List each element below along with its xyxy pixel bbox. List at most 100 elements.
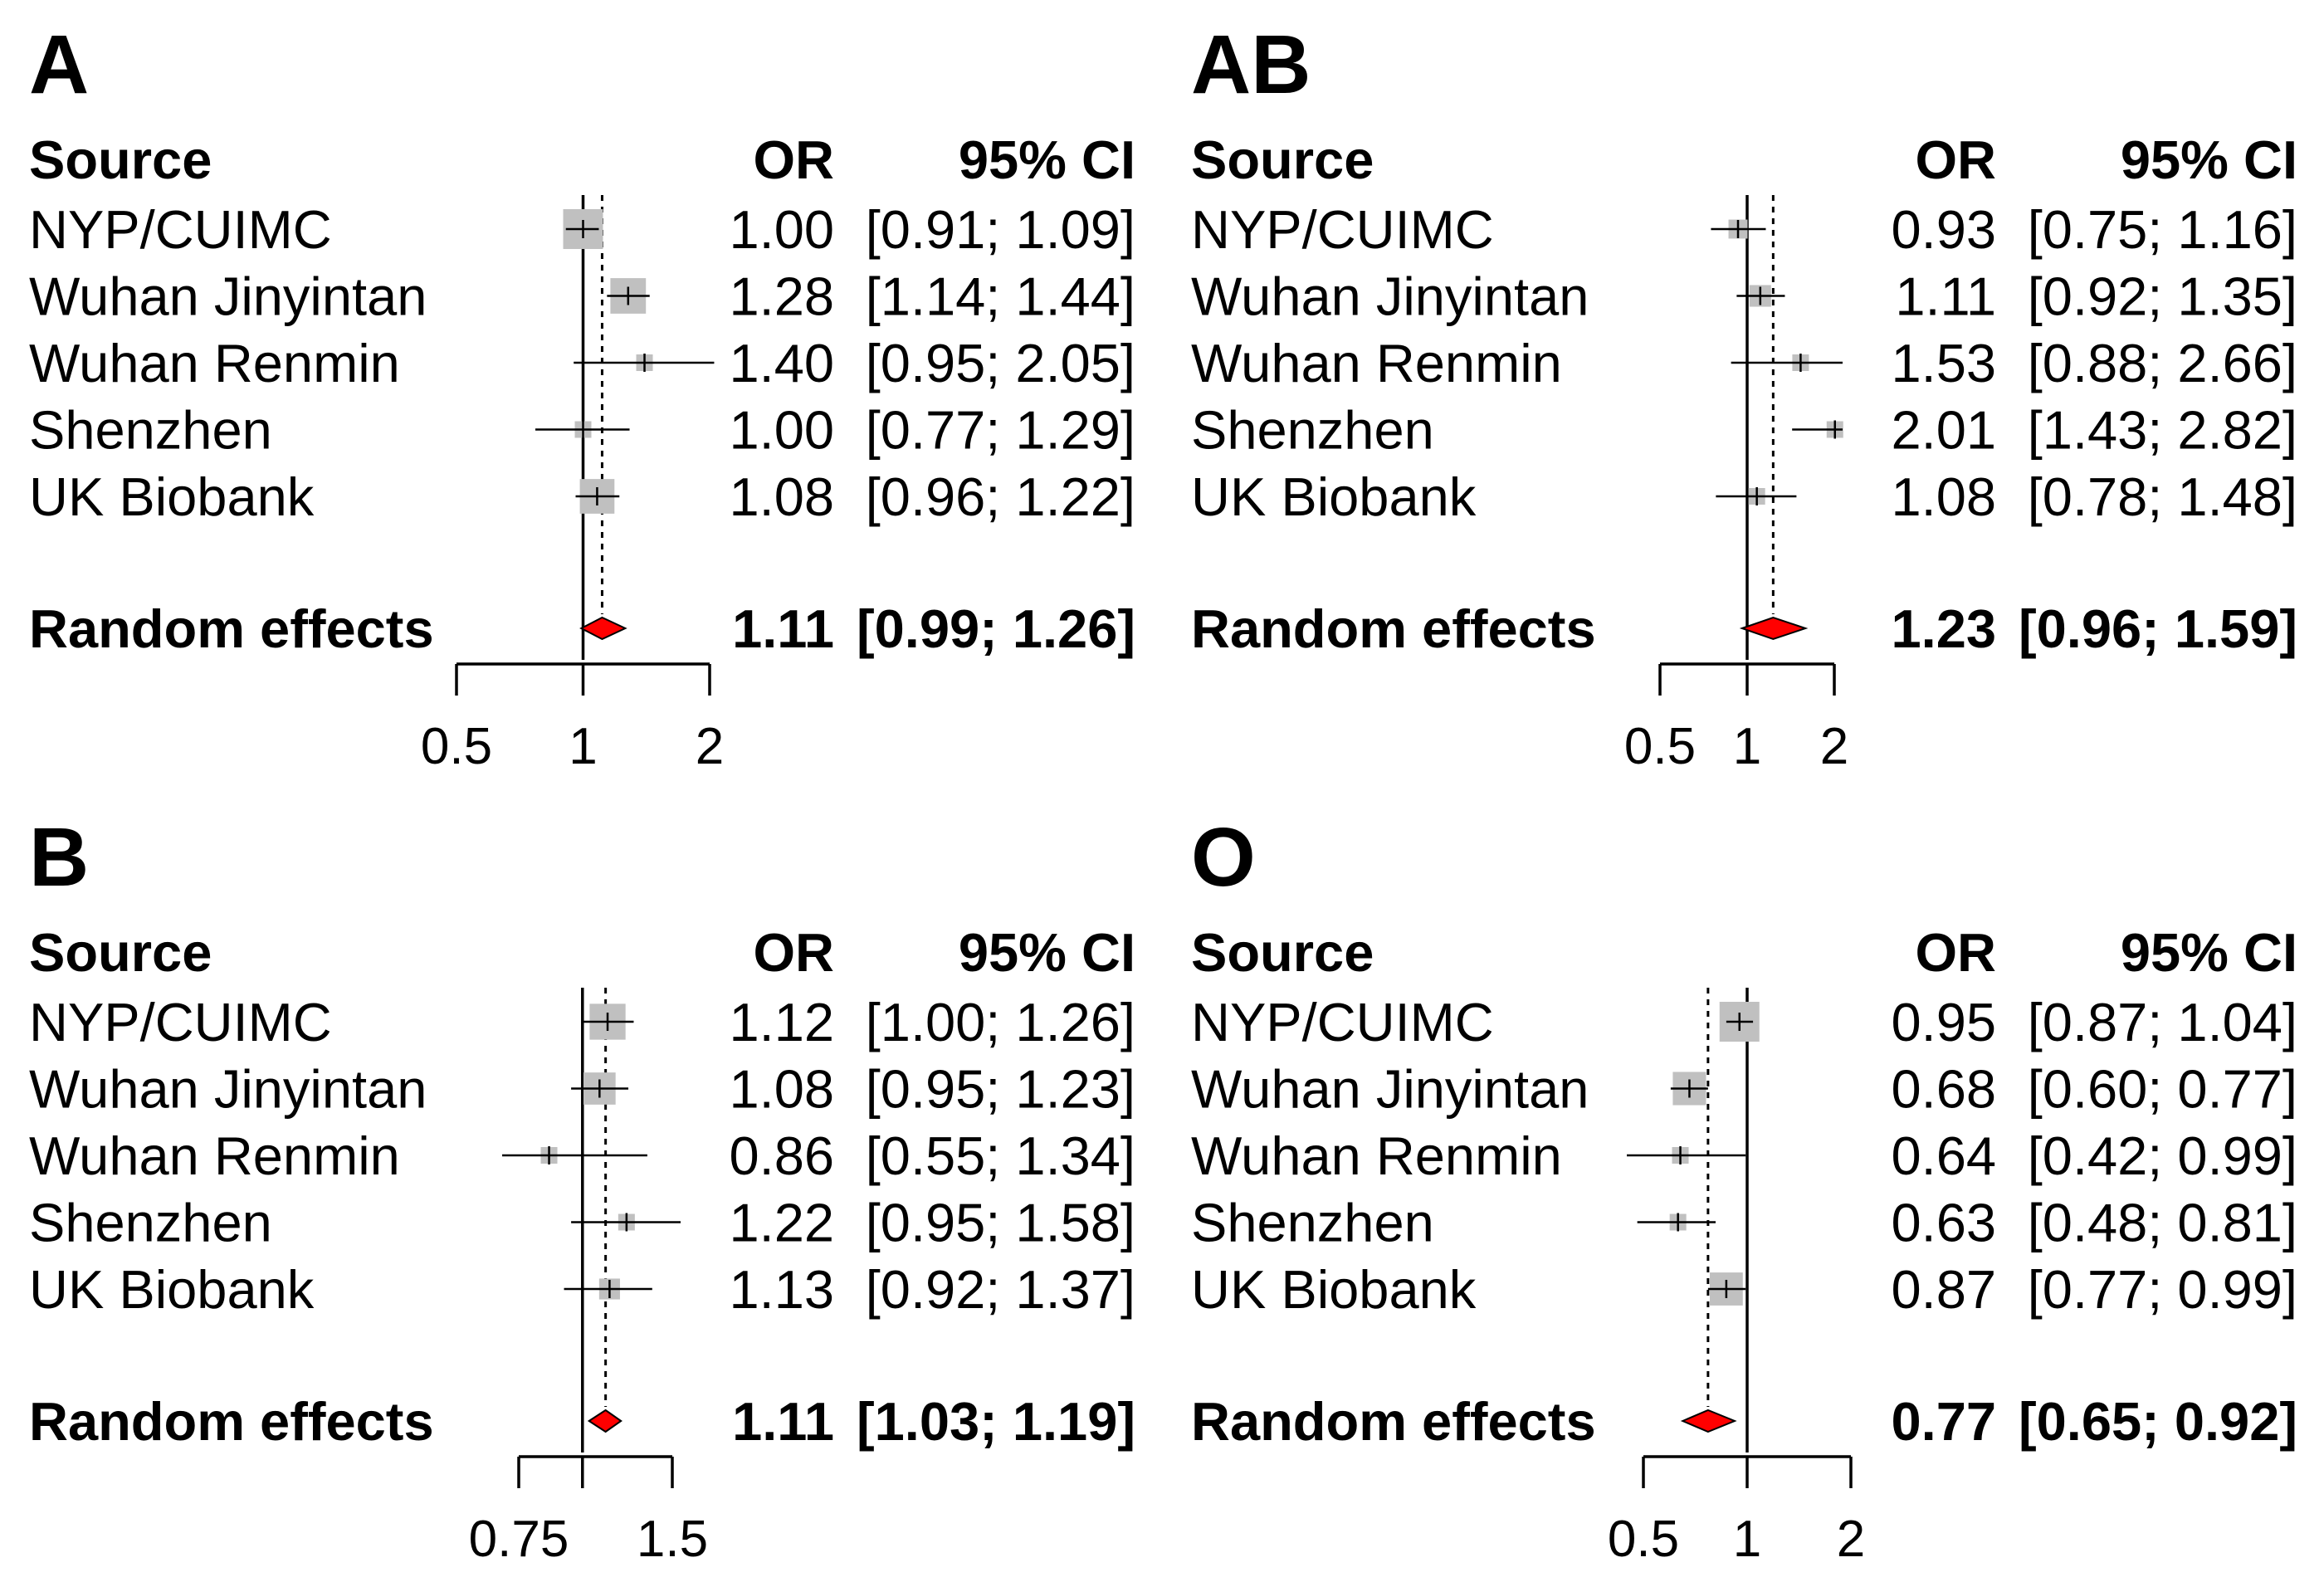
x-axis: 0.5 1 2: [1608, 1455, 1865, 1568]
study-name: Wuhan Jinyintan: [29, 1059, 427, 1120]
study-ci-value: [1.43; 2.82]: [2028, 400, 2297, 461]
x-tick-label: 1: [1733, 1511, 1761, 1568]
study-ci-value: [0.42; 0.99]: [2028, 1125, 2297, 1186]
pooled-row: Random effects 0.77 [0.65; 0.92]: [1191, 1391, 2297, 1452]
study-ci-value: [0.95; 1.58]: [866, 1193, 1135, 1253]
study-ci-value: [1.14; 1.44]: [866, 266, 1135, 327]
x-axis: 0.5 1 2: [1624, 662, 1848, 775]
study-or-value: 0.95: [1891, 992, 1996, 1052]
pooled-label: Random effects: [29, 598, 434, 659]
study-name: Wuhan Renmin: [1191, 333, 1562, 393]
study-ci-value: [0.60; 0.77]: [2028, 1059, 2297, 1120]
study-or-value: 1.11: [1895, 266, 1996, 327]
x-tick-label: 1: [1733, 718, 1761, 775]
header-or: OR: [1916, 922, 1997, 983]
study-ci-value: [0.92; 1.35]: [2028, 266, 2297, 327]
study-row: NYP/CUIMC 1.12 [1.00; 1.26]: [29, 992, 1135, 1052]
study-or-value: 2.01: [1891, 400, 1996, 461]
study-row: Shenzhen 2.01 [1.43; 2.82]: [1191, 400, 2297, 461]
study-ci-value: [0.87; 1.04]: [2028, 992, 2297, 1052]
header-ci: 95% CI: [959, 129, 1135, 190]
study-name: NYP/CUIMC: [29, 199, 332, 260]
x-axis: 0.5 1 2: [421, 662, 724, 775]
study-ci-value: [0.95; 1.23]: [866, 1059, 1135, 1120]
study-name: UK Biobank: [29, 466, 315, 527]
pooled-ci-value: [1.03; 1.19]: [857, 1391, 1135, 1452]
study-ci-value: [0.88; 2.66]: [2028, 333, 2297, 393]
study-ci-value: [0.92; 1.37]: [866, 1259, 1135, 1320]
pooled-or-value: 0.77: [1891, 1391, 1996, 1452]
header-or: OR: [754, 129, 835, 190]
study-name: UK Biobank: [1191, 466, 1477, 527]
study-row: Wuhan Renmin 0.64 [0.42; 0.99]: [1191, 1125, 2297, 1186]
study-ci-value: [0.48; 0.81]: [2028, 1193, 2297, 1253]
study-row: UK Biobank 0.87 [0.77; 0.99]: [1191, 1259, 2297, 1320]
study-name: Wuhan Renmin: [29, 1125, 400, 1186]
study-ci-value: [0.91; 1.09]: [866, 199, 1135, 260]
study-row: UK Biobank 1.13 [0.92; 1.37]: [29, 1259, 1135, 1320]
study-name: Shenzhen: [1191, 400, 1434, 461]
study-name: Wuhan Jinyintan: [1191, 1059, 1589, 1120]
study-or-value: 1.22: [729, 1193, 834, 1253]
study-ci-value: [0.78; 1.48]: [2028, 466, 2297, 527]
study-or-value: 1.12: [729, 992, 834, 1052]
pooled-label: Random effects: [1191, 598, 1596, 659]
study-or-value: 1.40: [729, 333, 834, 393]
x-tick-label: 1.5: [637, 1511, 708, 1568]
study-or-value: 1.53: [1891, 333, 1996, 393]
x-tick-label: 0.75: [469, 1511, 569, 1568]
study-or-value: 0.68: [1891, 1059, 1996, 1120]
study-name: Wuhan Jinyintan: [29, 266, 427, 327]
header-or: OR: [1916, 129, 1997, 190]
study-or-value: 0.63: [1891, 1193, 1996, 1253]
study-row: Wuhan Jinyintan 1.28 [1.14; 1.44]: [29, 266, 1135, 327]
study-row: Wuhan Jinyintan 1.08 [0.95; 1.23]: [29, 1059, 1135, 1120]
study-row: UK Biobank 1.08 [0.96; 1.22]: [29, 466, 1135, 527]
study-name: Wuhan Renmin: [1191, 1125, 1562, 1186]
pooled-diamond: [579, 616, 627, 641]
study-name: Shenzhen: [29, 400, 272, 461]
study-or-value: 1.00: [729, 199, 834, 260]
x-tick-label: 2: [1820, 718, 1848, 775]
x-tick-label: 0.5: [1624, 718, 1696, 775]
study-name: Wuhan Renmin: [29, 333, 400, 393]
study-or-value: 0.93: [1891, 199, 1996, 260]
study-name: NYP/CUIMC: [1191, 199, 1494, 260]
pooled-diamond: [1680, 1409, 1737, 1433]
study-ci-value: [0.77; 1.29]: [866, 400, 1135, 461]
panel-label: B: [29, 811, 89, 904]
forest-panel-o: O Source OR 95% CI NYP/CUIMC 0.95 [0.87; 1.04]…: [1191, 811, 2297, 1568]
pooled-label: Random effects: [29, 1391, 434, 1452]
study-name: NYP/CUIMC: [29, 992, 332, 1052]
study-row: Wuhan Jinyintan 0.68 [0.60; 0.77]: [1191, 1059, 2297, 1120]
header-source: Source: [29, 129, 212, 190]
study-row: Shenzhen 0.63 [0.48; 0.81]: [1191, 1193, 2297, 1253]
pooled-row: Random effects 1.11 [0.99; 1.26]: [29, 598, 1135, 659]
study-row: NYP/CUIMC 0.95 [0.87; 1.04]: [1191, 992, 2297, 1052]
study-ci-value: [0.95; 2.05]: [866, 333, 1135, 393]
pooled-row: Random effects 1.11 [1.03; 1.19]: [29, 1391, 1135, 1452]
study-name: Shenzhen: [29, 1193, 272, 1253]
pooled-diamond: [587, 1409, 622, 1433]
study-name: UK Biobank: [1191, 1259, 1477, 1320]
study-row: Wuhan Renmin 0.86 [0.55; 1.34]: [29, 1125, 1135, 1186]
study-name: UK Biobank: [29, 1259, 315, 1320]
study-ci-value: [0.77; 0.99]: [2028, 1259, 2297, 1320]
pooled-ci-value: [0.65; 0.92]: [2019, 1391, 2297, 1452]
header-source: Source: [1191, 922, 1374, 983]
header-ci: 95% CI: [2121, 922, 2297, 983]
x-axis: 0.75 1.5: [469, 1455, 708, 1568]
pooled-diamond: [1739, 616, 1809, 641]
pooled-row: Random effects 1.23 [0.96; 1.59]: [1191, 598, 2297, 659]
x-tick-label: 2: [1837, 1511, 1865, 1568]
study-row: Shenzhen 1.00 [0.77; 1.29]: [29, 400, 1135, 461]
study-or-value: 0.64: [1891, 1125, 1996, 1186]
study-row: NYP/CUIMC 0.93 [0.75; 1.16]: [1191, 199, 2297, 260]
study-name: NYP/CUIMC: [1191, 992, 1494, 1052]
study-name: Wuhan Jinyintan: [1191, 266, 1589, 327]
study-ci-value: [0.75; 1.16]: [2028, 199, 2297, 260]
study-ci-value: [0.55; 1.34]: [866, 1125, 1135, 1186]
panel-label: A: [29, 18, 89, 111]
x-tick-label: 0.5: [421, 718, 492, 775]
pooled-label: Random effects: [1191, 1391, 1596, 1452]
